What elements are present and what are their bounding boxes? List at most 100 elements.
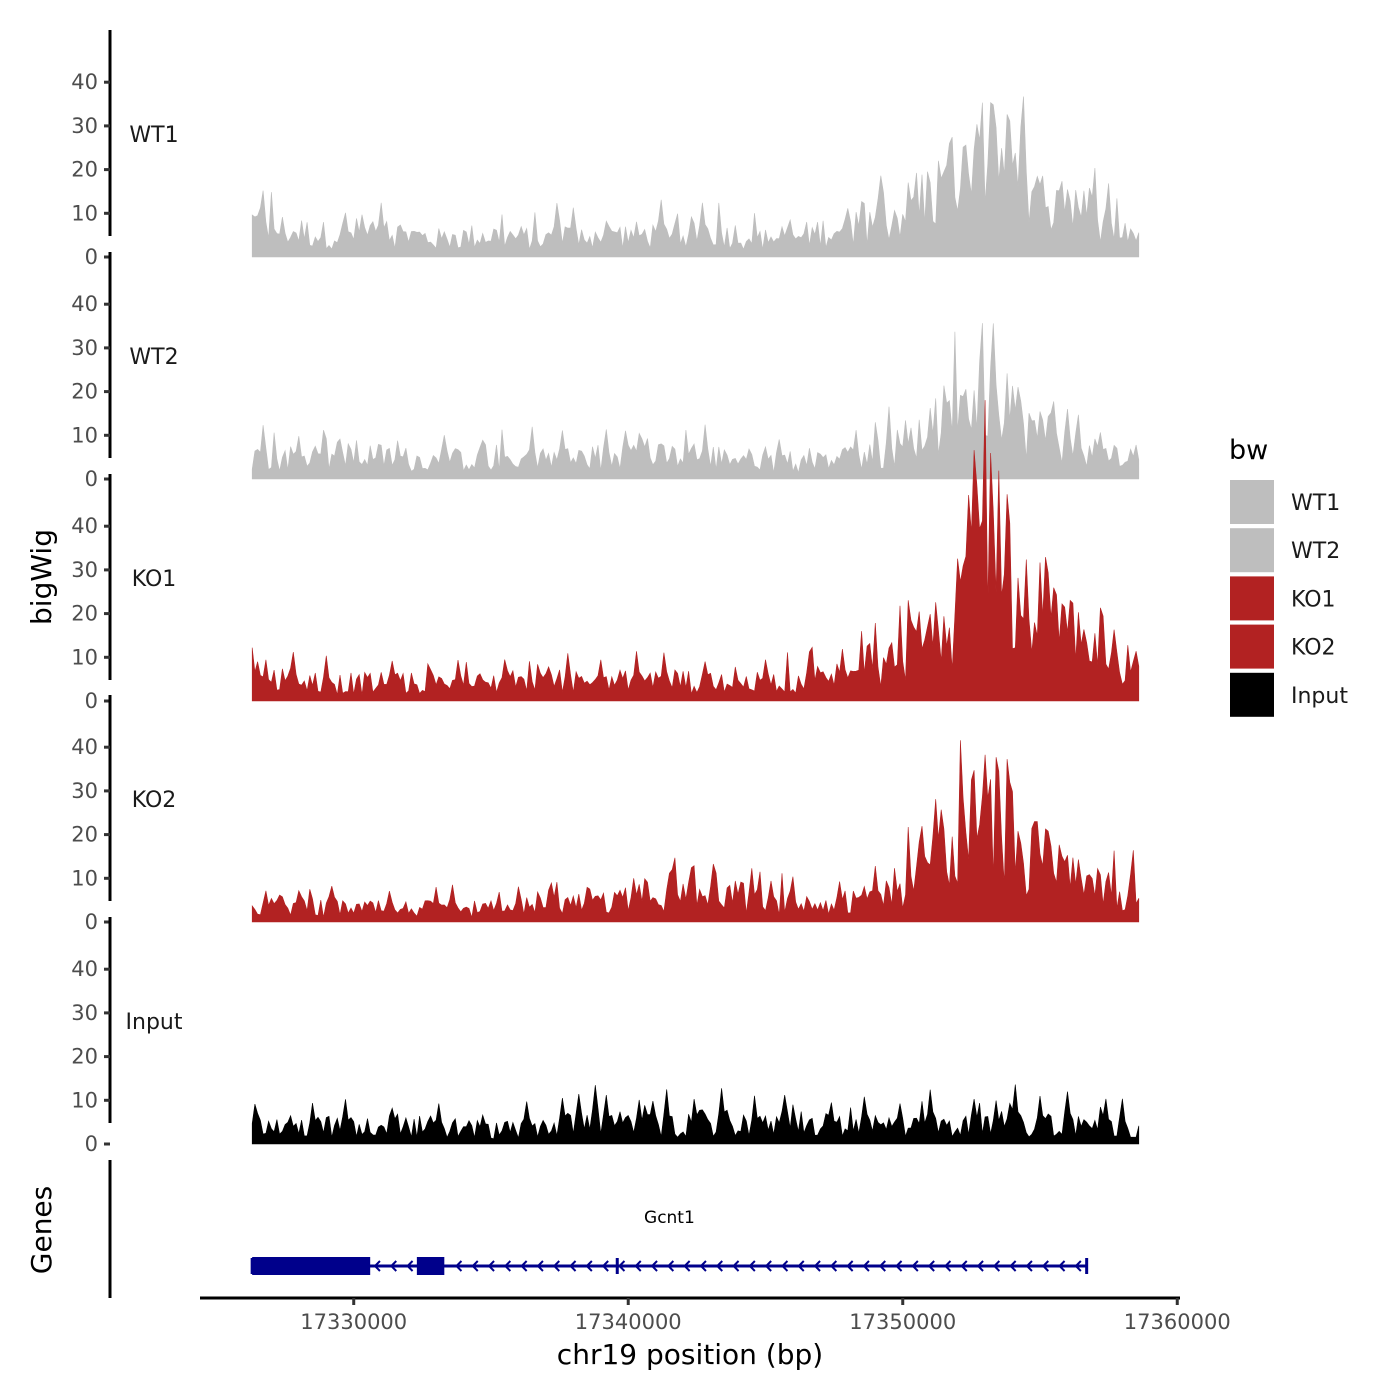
strand-arrow xyxy=(618,1260,626,1272)
strand-arrow xyxy=(976,1260,984,1272)
y-tick-label: 30 xyxy=(71,1001,98,1025)
y-tick-label: 10 xyxy=(71,645,98,669)
strand-arrow xyxy=(520,1260,528,1272)
strand-arrow xyxy=(569,1260,577,1272)
x-axis: 17330000 17340000 17350000 17360000 xyxy=(200,1296,1231,1334)
legend-label-wt2: WT2 xyxy=(1291,539,1340,564)
signal-area-ko2 xyxy=(251,740,1140,923)
strand-arrow xyxy=(862,1260,870,1272)
y-tick-label: 0 xyxy=(85,245,98,269)
y-tick-label: 20 xyxy=(71,380,98,404)
signal-area-ko1 xyxy=(251,400,1140,702)
legend-key-ko2 xyxy=(1230,624,1274,669)
strand-arrow xyxy=(1041,1260,1049,1272)
y-tick-label: 40 xyxy=(71,514,98,538)
gene-exon xyxy=(252,1257,371,1275)
y-tick-label: 0 xyxy=(85,1132,98,1156)
gene-exon xyxy=(416,1257,445,1275)
signal-area-wt2 xyxy=(251,323,1140,480)
y-tick-label: 40 xyxy=(71,292,98,316)
y-tick-label: 10 xyxy=(71,866,98,890)
x-tick-label: 17360000 xyxy=(1124,1310,1231,1334)
track-label-wt2: WT2 xyxy=(129,345,178,370)
legend: bw WT1 WT2 KO1 KO2 Input xyxy=(1229,435,1348,717)
x-tick-label: 17330000 xyxy=(300,1310,407,1334)
track-panel-ko2: 0 10 20 30 40 KO2 xyxy=(71,695,1140,934)
track-panel-wt1: 0 10 20 30 40 WT1 xyxy=(71,30,1140,269)
strand-arrow xyxy=(1009,1260,1017,1272)
y-tick-label: 30 xyxy=(71,558,98,582)
bigwig-tracks: 0 10 20 30 40 WT1 0 10 20 30 40 WT2 0 10 20 30 40 KO1 0 10 2… xyxy=(71,30,1140,1156)
strand-arrow xyxy=(406,1260,414,1272)
strand-arrow xyxy=(683,1260,691,1272)
strand-arrow xyxy=(650,1260,658,1272)
strand-arrow xyxy=(895,1260,903,1272)
strand-arrow xyxy=(1058,1260,1066,1272)
y-tick-label: 0 xyxy=(85,467,98,491)
legend-key-wt2 xyxy=(1230,528,1274,573)
y-tick-label: 30 xyxy=(71,779,98,803)
strand-arrow xyxy=(455,1260,463,1272)
track-label-wt1: WT1 xyxy=(129,123,178,148)
track-label-ko2: KO2 xyxy=(132,788,177,813)
legend-key-ko1 xyxy=(1230,576,1274,621)
strand-arrow xyxy=(960,1260,968,1272)
strand-arrow xyxy=(992,1260,1001,1272)
strand-arrow xyxy=(715,1260,723,1272)
y-axis-title-genes: Genes xyxy=(25,1186,58,1274)
strand-arrow xyxy=(781,1260,789,1272)
x-tick-label: 17350000 xyxy=(849,1310,956,1334)
strand-arrow xyxy=(471,1260,479,1272)
strand-arrow xyxy=(748,1260,756,1272)
strand-arrow xyxy=(927,1260,935,1272)
y-tick-label: 10 xyxy=(71,1088,98,1112)
legend-label-input: Input xyxy=(1291,684,1348,709)
y-tick-label: 10 xyxy=(71,423,98,447)
strand-arrow xyxy=(585,1260,593,1272)
y-tick-label: 20 xyxy=(71,1045,98,1069)
y-tick-label: 0 xyxy=(85,689,98,713)
legend-label-ko1: KO1 xyxy=(1291,587,1336,612)
track-panel-ko1: 0 10 20 30 40 KO1 xyxy=(71,400,1140,713)
legend-title: bw xyxy=(1229,435,1268,466)
strand-arrow xyxy=(536,1260,544,1272)
strand-arrow xyxy=(911,1260,919,1272)
y-tick-label: 30 xyxy=(71,336,98,360)
y-tick-label: 30 xyxy=(71,114,98,138)
strand-arrow xyxy=(878,1260,886,1272)
track-panel-input: 0 10 20 30 40 Input xyxy=(71,917,1140,1156)
y-tick-label: 20 xyxy=(71,158,98,182)
y-tick-label: 40 xyxy=(71,735,98,759)
y-tick-label: 10 xyxy=(71,201,98,225)
strand-arrow xyxy=(389,1260,397,1272)
x-axis-title: chr19 position (bp) xyxy=(557,1338,823,1371)
x-tick-label: 17340000 xyxy=(575,1310,682,1334)
strand-arrow xyxy=(944,1260,952,1272)
strand-arrow xyxy=(732,1260,740,1272)
track-label-ko1: KO1 xyxy=(132,567,177,592)
strand-arrow xyxy=(601,1260,609,1272)
gene-track: Gcnt1 xyxy=(108,1160,1089,1298)
strand-arrow xyxy=(373,1260,381,1272)
strand-arrow xyxy=(1025,1260,1033,1272)
legend-key-wt1 xyxy=(1230,480,1274,524)
y-tick-label: 40 xyxy=(71,957,98,981)
track-label-input: Input xyxy=(126,1010,183,1035)
strand-arrow xyxy=(634,1260,642,1272)
strand-arrow xyxy=(699,1260,707,1272)
signal-area-input xyxy=(251,1084,1140,1145)
y-tick-label: 20 xyxy=(71,823,98,847)
signal-area-wt1 xyxy=(251,96,1140,258)
strand-arrow xyxy=(666,1260,675,1272)
legend-label-ko2: KO2 xyxy=(1291,636,1336,661)
strand-arrow xyxy=(829,1260,838,1272)
strand-arrow xyxy=(846,1260,854,1272)
strand-arrow xyxy=(552,1260,560,1272)
strand-arrow xyxy=(813,1260,821,1272)
y-tick-label: 0 xyxy=(85,910,98,934)
gene-name-label: Gcnt1 xyxy=(644,1208,695,1228)
strand-arrow xyxy=(797,1260,805,1272)
strand-arrow xyxy=(503,1260,512,1272)
y-axis-title-bigwig: bigWig xyxy=(25,529,58,625)
